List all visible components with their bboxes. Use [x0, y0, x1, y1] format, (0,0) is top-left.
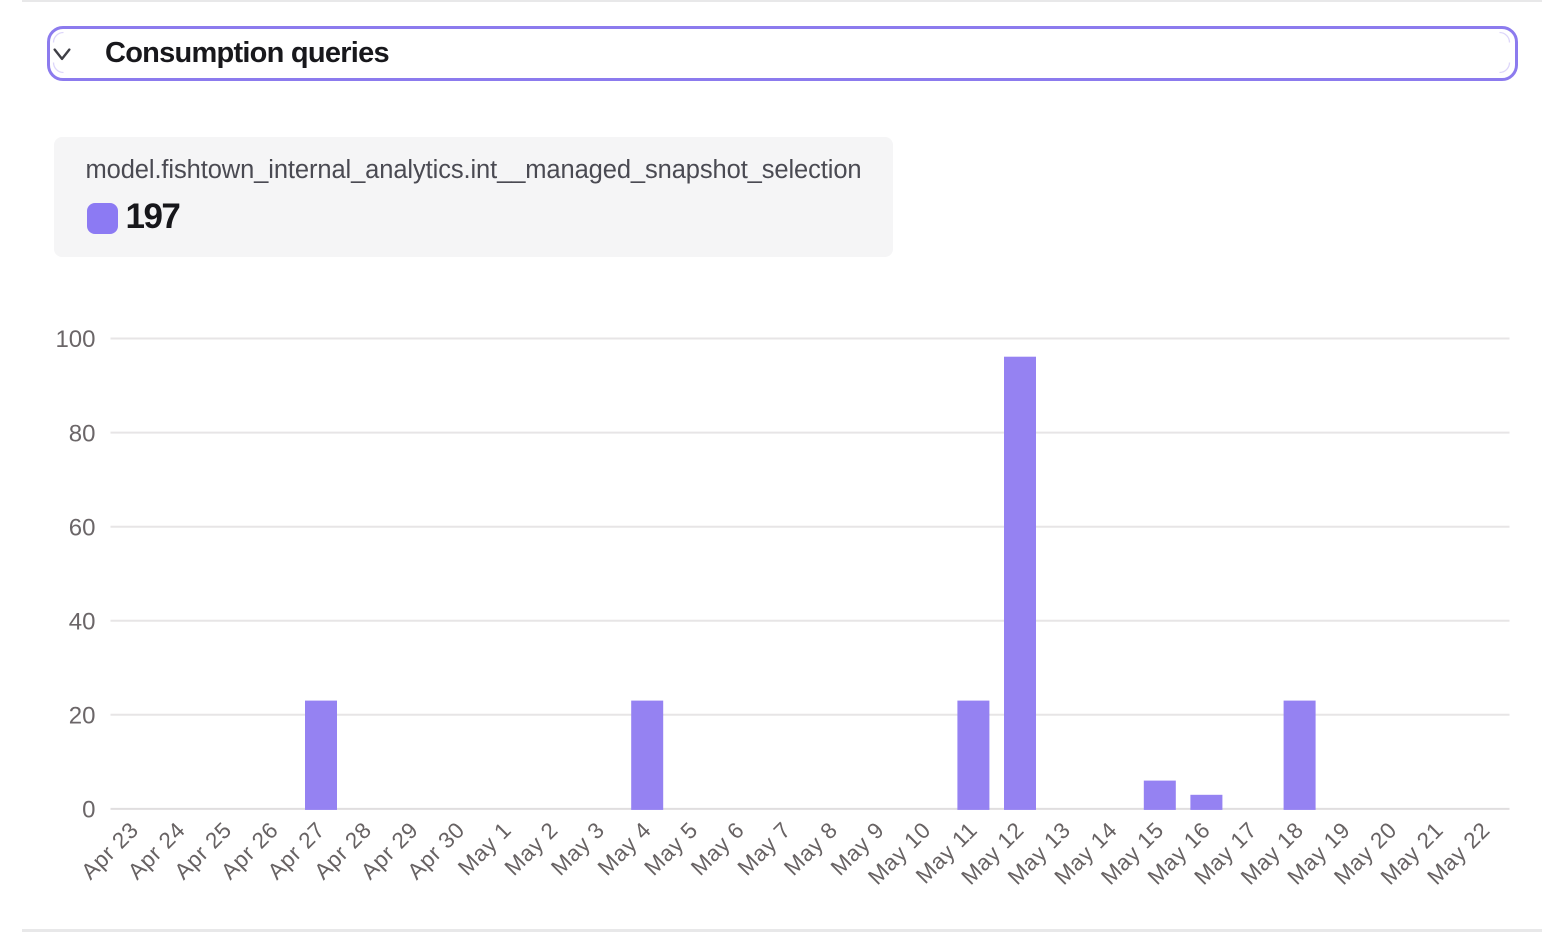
svg-text:100: 100	[55, 326, 95, 353]
svg-text:20: 20	[69, 703, 96, 730]
svg-text:0: 0	[82, 797, 95, 824]
svg-text:60: 60	[69, 514, 96, 541]
svg-text:80: 80	[69, 420, 96, 447]
svg-text:40: 40	[69, 609, 96, 636]
